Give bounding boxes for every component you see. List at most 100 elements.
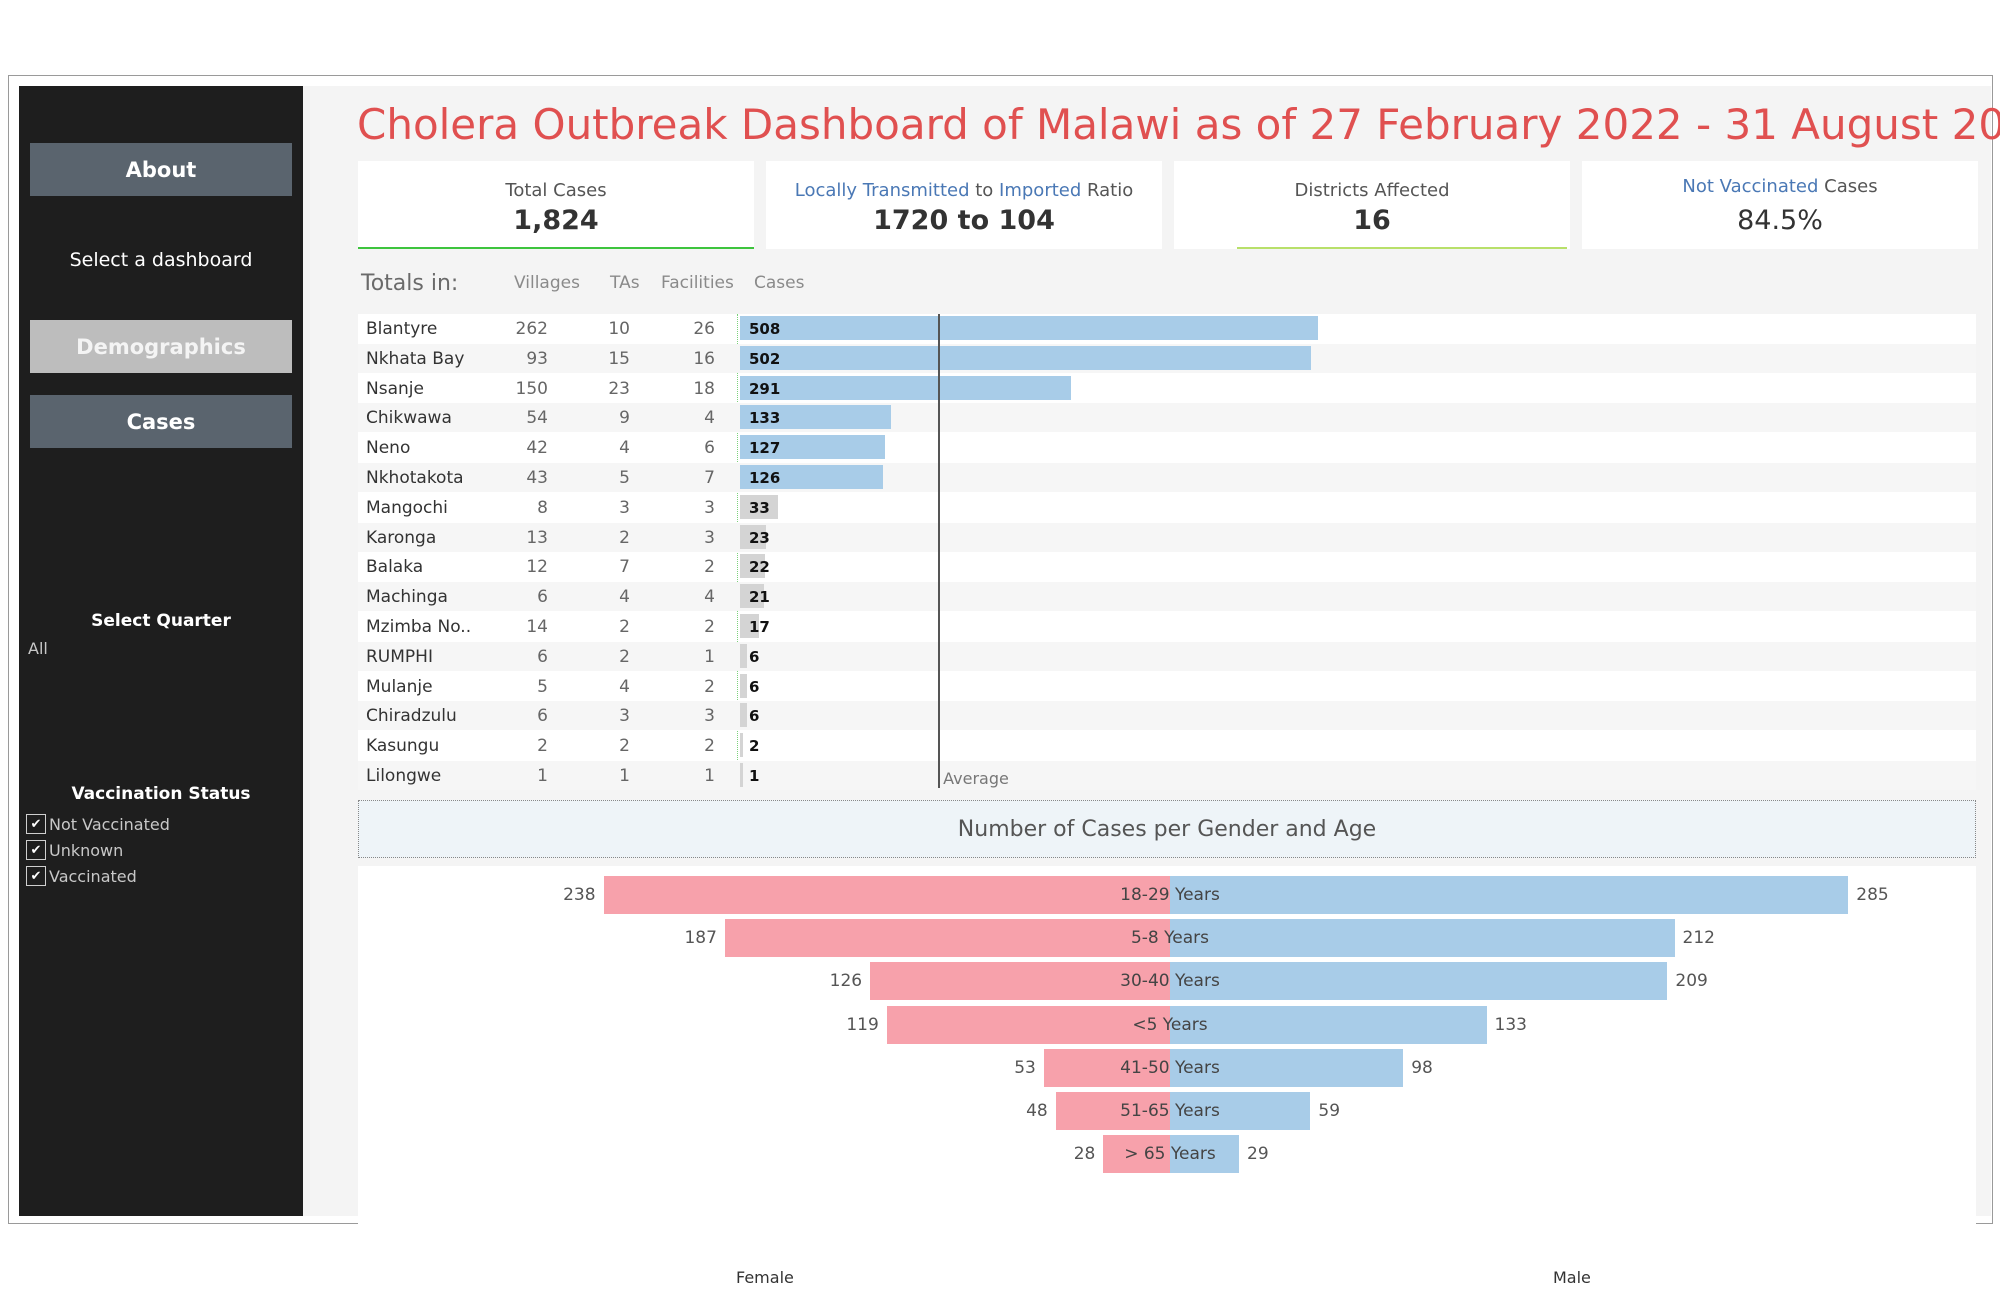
kpi-label: Locally Transmitted to Imported Ratio [766,180,1162,201]
male-value-label: 59 [1318,1101,1341,1121]
table-row[interactable]: RUMPHI 6 2 1 6 [358,641,1976,671]
cell-facilities: 4 [704,587,715,608]
table-row[interactable]: Nsanje 150 23 18 291 [358,374,1976,403]
quarter-select[interactable]: All [28,639,48,658]
district-name: Nsanje [366,378,424,399]
district-name: Mzimba No.. [366,617,472,637]
age-group-label: <5 Years [1132,1014,1208,1035]
cases-bar-label: 21 [749,588,770,607]
cases-bar-label: 291 [749,379,781,398]
female-bar[interactable] [1103,1135,1170,1174]
male-bar[interactable] [1170,919,1675,958]
cases-bar[interactable]: 502 [740,345,1312,370]
cases-bar[interactable]: 508 [740,316,1319,340]
kpi-transmission-ratio[interactable]: Locally Transmitted to Imported Ratio 17… [766,161,1162,249]
cases-bar[interactable]: 133 [740,405,892,430]
kpi-underline [358,247,754,249]
age-group-label: 51-65 Years [1120,1101,1220,1121]
cell-facilities: 16 [693,348,715,369]
district-name: Karonga [366,527,437,548]
checkbox-checked-icon[interactable]: ✔ [26,840,46,860]
vaccination-option-not-vaccinated[interactable]: ✔ Not Vaccinated [26,813,170,835]
cases-button[interactable]: Cases [30,395,292,448]
cases-bar[interactable]: 17 [740,614,770,638]
cases-bar[interactable]: 126 [740,465,884,489]
table-row[interactable]: Chiradzulu 6 3 3 6 [358,701,1976,731]
cell-tas: 9 [619,408,630,429]
checkbox-checked-icon[interactable]: ✔ [26,866,46,886]
cases-bar[interactable]: 21 [740,584,770,609]
col-header-cases[interactable]: Cases [754,273,805,293]
table-row[interactable]: Nkhata Bay 93 15 16 502 [358,343,1976,373]
male-bar[interactable] [1170,876,1849,914]
cases-bar[interactable]: 6 [740,673,759,698]
table-row[interactable]: Nkhotakota 43 5 7 126 [358,463,1976,492]
table-row[interactable]: Mzimba No.. 14 2 2 17 [358,612,1976,641]
cases-bar-label: 33 [749,498,770,517]
table-row[interactable]: Balaka 12 7 2 22 [358,552,1976,581]
cell-tas: 5 [619,468,630,488]
cases-bar[interactable]: 127 [740,435,885,460]
col-header-facilities[interactable]: Facilities [661,273,734,293]
cases-bar[interactable]: 1 [740,763,759,787]
table-row[interactable]: Machinga 6 4 4 21 [358,582,1976,612]
male-bar[interactable] [1170,1135,1240,1174]
about-button[interactable]: About [30,143,292,196]
female-bar[interactable] [1043,1048,1170,1087]
kpi-value: 84.5% [1737,205,1823,236]
male-bar[interactable] [1170,1048,1404,1087]
male-bar[interactable] [1170,1005,1487,1044]
cell-tas: 2 [619,527,630,548]
female-bar[interactable] [870,962,1170,1001]
female-bar[interactable] [1055,1092,1170,1130]
option-label: Not Vaccinated [49,814,170,834]
col-header-tas[interactable]: TAs [610,273,640,293]
checkbox-checked-icon[interactable]: ✔ [26,814,46,834]
district-name: Kasungu [366,736,440,757]
cases-bar[interactable]: 6 [740,643,759,668]
kpi-label: Districts Affected [1294,180,1450,201]
male-value-label: 285 [1856,885,1889,905]
page-title: Cholera Outbreak Dashboard of Malawi as … [357,100,2000,149]
table-row[interactable]: Mangochi 8 3 3 33 [358,493,1976,522]
female-value-label: 119 [846,1014,879,1035]
cell-facilities: 2 [704,676,715,697]
cases-bar[interactable]: 291 [740,375,1072,400]
cell-villages: 150 [515,378,548,399]
table-row[interactable]: Karonga 13 2 3 23 [358,522,1976,552]
cases-bar[interactable]: 6 [740,703,759,728]
vaccination-option-unknown[interactable]: ✔ Unknown [26,839,123,861]
male-bar[interactable] [1170,962,1668,1001]
cases-bar[interactable]: 33 [740,494,778,519]
female-bar[interactable] [603,876,1170,914]
cell-facilities: 18 [693,378,715,399]
cases-bar-label: 6 [749,677,760,696]
cases-bar[interactable]: 2 [740,733,759,758]
table-row[interactable]: Lilongwe 1 1 1 1 [358,761,1976,790]
table-row[interactable]: Chikwawa 54 9 4 133 [358,403,1976,433]
table-row[interactable]: Kasungu 2 2 2 2 [358,731,1976,760]
col-header-villages[interactable]: Villages [514,273,580,293]
cases-bar[interactable]: 23 [740,524,770,549]
female-bar[interactable] [724,919,1170,958]
kpi-not-vaccinated[interactable]: Not Vaccinated Cases 84.5% [1582,161,1978,249]
cases-bar[interactable]: 22 [740,554,770,579]
female-bar[interactable] [886,1005,1170,1044]
kpi-total-cases[interactable]: Total Cases 1,824 [358,161,754,249]
label-cases: Cases [1818,176,1878,197]
table-row[interactable]: Neno 42 4 6 127 [358,433,1976,462]
table-row[interactable]: Blantyre 262 10 26 508 [358,314,1976,343]
male-axis-label: Male [1553,1268,1591,1287]
district-name: Lilongwe [366,766,442,786]
kpi-value: 16 [1353,205,1391,236]
table-row[interactable]: Mulanje 5 4 2 6 [358,672,1976,701]
district-name: Nkhotakota [366,468,464,488]
cell-tas: 23 [608,378,630,399]
male-bar[interactable] [1170,1092,1311,1130]
vaccination-status-title: Vaccination Status [71,784,251,804]
demographics-button[interactable]: Demographics [30,320,292,373]
vaccination-option-vaccinated[interactable]: ✔ Vaccinated [26,865,137,887]
cell-villages: 54 [526,408,548,429]
cell-facilities: 3 [704,527,715,548]
kpi-districts-affected[interactable]: Districts Affected 16 [1174,161,1570,249]
